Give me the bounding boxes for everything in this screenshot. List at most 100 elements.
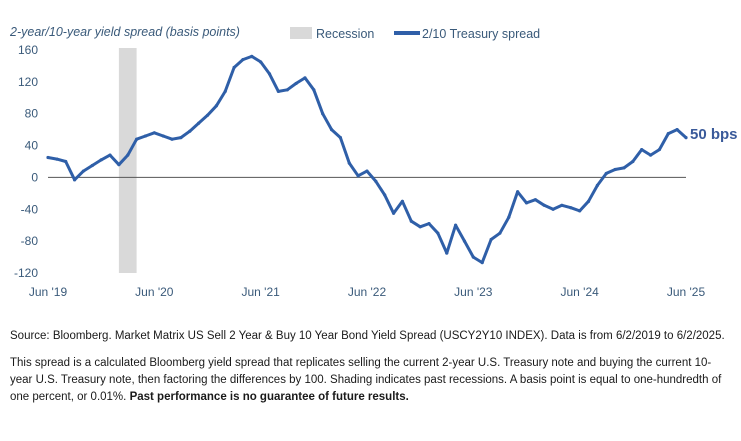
x-tick-label: Jun '23 (454, 285, 493, 299)
data-point (223, 89, 227, 94)
data-point (489, 237, 493, 242)
data-point (312, 88, 316, 92)
y-tick-label: 80 (25, 107, 39, 121)
series-line-2-10-spread (46, 54, 688, 265)
data-point (321, 112, 325, 116)
data-point (214, 104, 218, 108)
data-point (648, 153, 653, 157)
data-point (436, 231, 440, 235)
y-tick-label: -120 (14, 266, 38, 280)
data-point (418, 225, 422, 229)
description-text: This spread is a calculated Bloomberg yi… (10, 357, 722, 403)
data-point (259, 60, 263, 64)
yield-spread-chart: 2-year/10-year yield spread (basis point… (9, 25, 738, 299)
data-point (117, 163, 121, 167)
data-point (374, 179, 378, 184)
data-point (205, 113, 210, 117)
data-point (55, 157, 59, 161)
data-point (188, 129, 192, 133)
data-point (657, 147, 662, 152)
y-tick-label: 160 (18, 43, 38, 57)
data-point (666, 132, 670, 136)
data-point (604, 171, 608, 176)
data-point (294, 81, 298, 86)
data-point (569, 206, 573, 210)
data-point (64, 159, 68, 164)
source-note: Source: Bloomberg. Market Matrix US Sell… (10, 330, 725, 342)
data-point (498, 231, 502, 235)
description-note: This spread is a calculated Bloomberg yi… (10, 355, 732, 406)
data-point (578, 209, 582, 213)
data-point (135, 137, 139, 141)
data-point (675, 128, 679, 132)
legend-recession-swatch (290, 27, 312, 39)
data-point (161, 134, 165, 138)
data-point (631, 159, 635, 164)
data-point (46, 155, 50, 160)
x-tick-label: Jun '19 (29, 285, 68, 299)
data-point (613, 167, 617, 172)
legend-recession-label: Recession (316, 27, 374, 41)
x-tick-label: Jun '25 (667, 285, 706, 299)
data-point (427, 222, 431, 226)
data-point (365, 169, 369, 173)
data-point (383, 193, 387, 197)
y-axis-title: 2-year/10-year yield spread (basis point… (9, 25, 240, 39)
data-point (454, 223, 458, 227)
data-point (542, 203, 546, 207)
plot-area: 160 120 80 40 0 -40 -80 -120 Jun '19 Jun '20 Jun '… (14, 43, 706, 299)
data-point (241, 57, 245, 62)
y-tick-label: -40 (21, 202, 39, 216)
data-point (560, 203, 564, 207)
data-point (81, 169, 86, 173)
recession-band (118, 48, 137, 273)
y-tick-label: 120 (18, 75, 38, 89)
data-point (179, 136, 183, 140)
data-point (267, 72, 272, 76)
data-point (72, 178, 77, 182)
data-point (516, 190, 520, 194)
data-point (551, 207, 555, 211)
x-tick-label: Jun '22 (348, 285, 387, 299)
data-point (126, 153, 130, 157)
data-point (524, 201, 529, 205)
data-point (391, 211, 396, 215)
y-tick-label: -80 (21, 234, 39, 248)
data-point (445, 251, 449, 255)
data-point (250, 54, 254, 58)
data-point (232, 65, 236, 70)
data-point (409, 219, 413, 223)
data-point (507, 215, 511, 219)
data-point (170, 137, 174, 141)
data-point (684, 136, 688, 140)
chart-notes: Source: Bloomberg. Market Matrix US Sell… (10, 328, 732, 416)
data-point (640, 147, 644, 152)
legend-spread-label: 2/10 Treasury spread (422, 27, 540, 41)
data-point (303, 76, 307, 80)
data-point (108, 153, 112, 157)
legend: Recession 2/10 Treasury spread (290, 27, 540, 41)
y-tick-label: 40 (25, 139, 39, 153)
data-point (152, 131, 156, 135)
data-point (143, 134, 148, 138)
data-point (480, 261, 484, 265)
data-point (197, 121, 201, 125)
data-point (533, 198, 537, 202)
data-point (90, 163, 94, 168)
data-point (462, 239, 467, 243)
data-point (595, 183, 599, 187)
data-point (586, 199, 591, 203)
y-tick-label: 0 (31, 170, 38, 184)
data-point (329, 128, 334, 132)
data-point (471, 255, 475, 259)
data-point (356, 174, 360, 178)
data-point (622, 166, 626, 170)
data-point (285, 88, 289, 92)
end-value-label: 50 bps (690, 126, 738, 143)
data-point (338, 136, 343, 140)
data-point (347, 161, 351, 165)
data-point (99, 158, 103, 162)
x-tick-label: Jun '20 (135, 285, 174, 299)
x-tick-label: Jun '21 (242, 285, 281, 299)
data-point (276, 89, 280, 94)
